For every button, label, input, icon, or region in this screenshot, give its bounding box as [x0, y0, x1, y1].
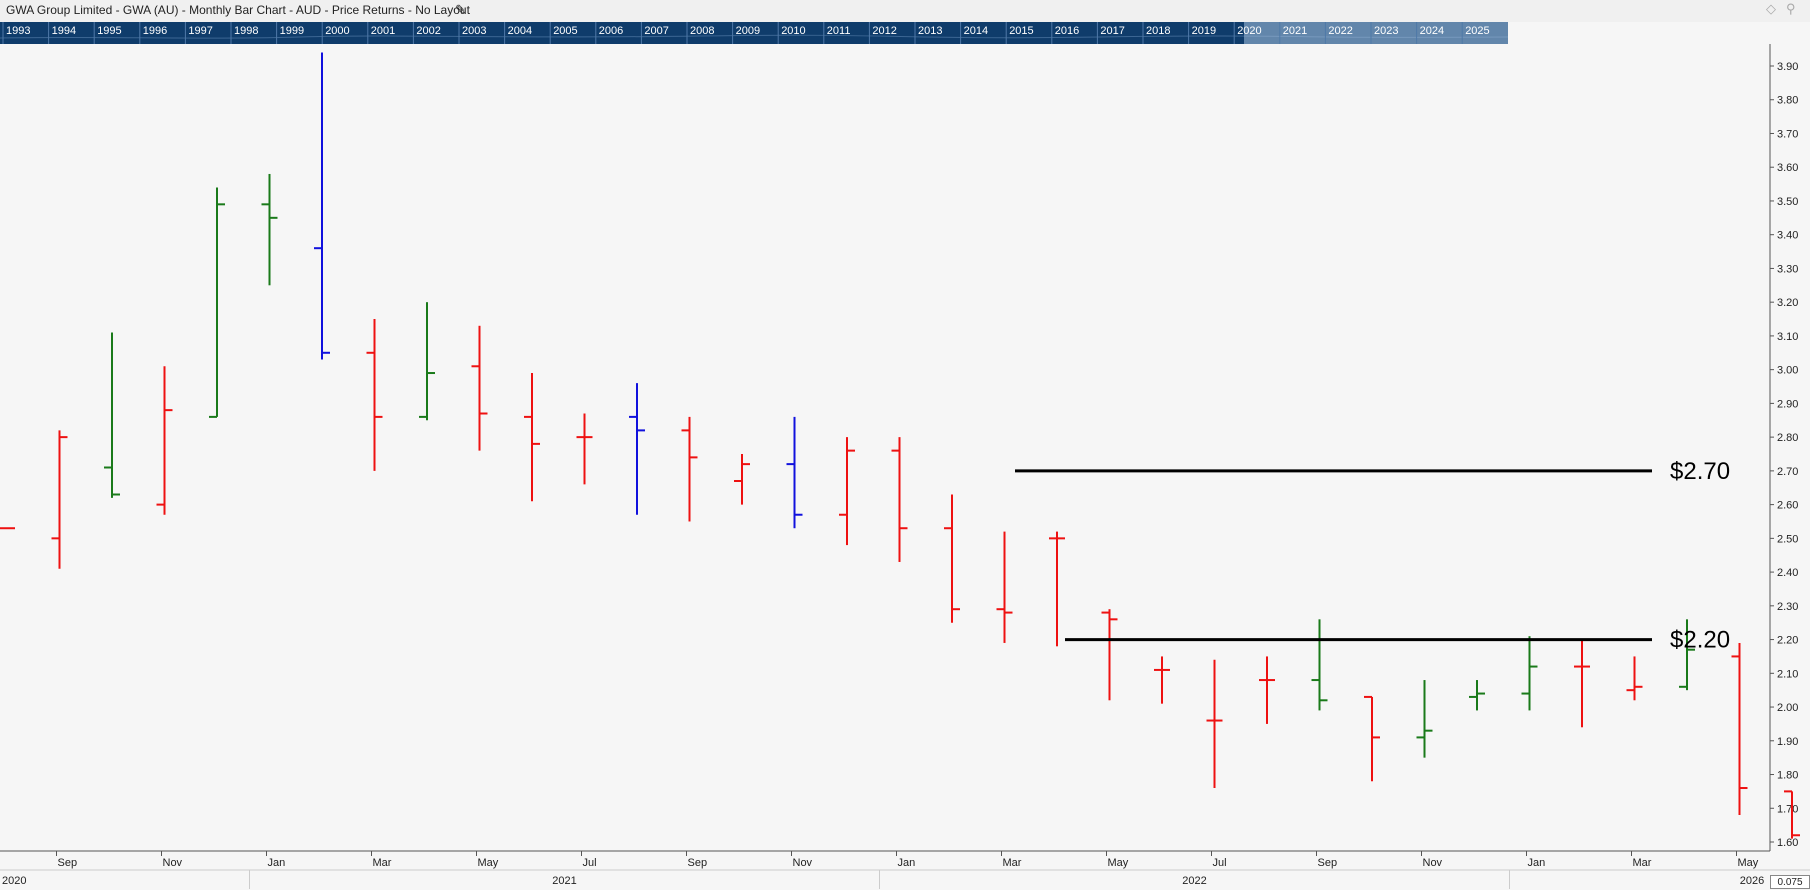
navigator-year-label: 2014 — [964, 25, 988, 37]
y-tick-label: 1.70 — [1777, 803, 1798, 815]
x-year-label: 2021 — [552, 875, 576, 887]
y-tick-label: 3.70 — [1777, 128, 1798, 140]
x-month-label: Nov — [1423, 857, 1443, 869]
navigator-year-label: 2024 — [1420, 25, 1444, 37]
navigator-year-label: 2015 — [1009, 25, 1033, 37]
navigator-year-label: 2003 — [462, 25, 486, 37]
navigator-year-label: 2002 — [416, 25, 440, 37]
navigator-empty — [1508, 22, 1810, 44]
x-month-label: May — [1108, 857, 1129, 869]
chart-title: GWA Group Limited - GWA (AU) - Monthly B… — [6, 3, 470, 17]
y-tick-label: 2.30 — [1777, 601, 1798, 613]
x-month-label: Jul — [583, 857, 597, 869]
pin-icon[interactable]: ⚲ — [1786, 1, 1796, 16]
y-tick-label: 1.60 — [1777, 837, 1798, 849]
navigator-year-label: 2011 — [827, 25, 851, 37]
y-tick-label: 2.00 — [1777, 702, 1798, 714]
navigator-year-label: 2013 — [918, 25, 942, 37]
y-tick-label: 2.50 — [1777, 533, 1798, 545]
y-tick-label: 3.30 — [1777, 263, 1798, 275]
navigator-year-label: 2016 — [1055, 25, 1079, 37]
x-month-label: Sep — [688, 857, 708, 869]
diamond-icon[interactable]: ◇ — [1766, 1, 1776, 16]
navigator-year-label: 1994 — [52, 25, 76, 37]
price-readout: 0.075 — [1770, 875, 1810, 889]
y-tick-label: 3.10 — [1777, 331, 1798, 343]
navigator-year-label: 2006 — [599, 25, 623, 37]
level-line-label: $2.20 — [1670, 627, 1730, 654]
y-tick-label: 3.00 — [1777, 365, 1798, 377]
y-tick-label: 2.90 — [1777, 398, 1798, 410]
x-month-label: May — [1738, 857, 1759, 869]
x-month-label: Jul — [1213, 857, 1227, 869]
navigator-year-label: 1997 — [188, 25, 212, 37]
x-month-label: Jan — [1528, 857, 1546, 869]
x-year-label: 2022 — [1182, 875, 1206, 887]
y-tick-label: 2.70 — [1777, 466, 1798, 478]
x-month-label: Mar — [373, 857, 392, 869]
navigator-year-label: 2022 — [1328, 25, 1352, 37]
y-tick-label: 3.50 — [1777, 196, 1798, 208]
y-tick-label: 2.60 — [1777, 500, 1798, 512]
date-navigator[interactable] — [0, 22, 1508, 44]
navigator-year-label: 2020 — [1237, 25, 1261, 37]
navigator-year-label: 2000 — [325, 25, 349, 37]
navigator-year-label: 2004 — [508, 25, 532, 37]
navigator-year-label: 2023 — [1374, 25, 1398, 37]
x-month-label: Jan — [268, 857, 286, 869]
navigator-year-label: 1993 — [6, 25, 30, 37]
navigator-year-label: 2001 — [371, 25, 395, 37]
navigator-year-label: 2009 — [736, 25, 760, 37]
x-month-label: May — [478, 857, 499, 869]
navigator-year-label: 2017 — [1100, 25, 1124, 37]
x-month-label: Mar — [1633, 857, 1652, 869]
x-month-label: Sep — [1318, 857, 1338, 869]
x-month-label: Jan — [898, 857, 916, 869]
navigator-year-label: 2007 — [644, 25, 668, 37]
y-tick-label: 2.10 — [1777, 668, 1798, 680]
navigator-year-label: 1995 — [97, 25, 121, 37]
navigator-year-label: 2010 — [781, 25, 805, 37]
navigator-year-label: 2012 — [872, 25, 896, 37]
navigator-year-label: 2021 — [1283, 25, 1307, 37]
y-tick-label: 2.80 — [1777, 432, 1798, 444]
y-tick-label: 2.40 — [1777, 567, 1798, 579]
y-tick-label: 1.90 — [1777, 736, 1798, 748]
y-tick-label: 2.20 — [1777, 635, 1798, 647]
y-tick-label: 1.80 — [1777, 770, 1798, 782]
navigator-year-label: 1998 — [234, 25, 258, 37]
y-tick-label: 3.90 — [1777, 61, 1798, 73]
y-tick-label: 3.80 — [1777, 95, 1798, 107]
plot-area — [0, 44, 1770, 851]
navigator-year-label: 1999 — [280, 25, 304, 37]
pencil-icon[interactable]: ✎ — [455, 2, 466, 17]
navigator-window[interactable] — [1244, 22, 1508, 44]
x-year-label: 2026 — [1740, 875, 1764, 887]
y-tick-label: 3.20 — [1777, 297, 1798, 309]
x-month-label: Nov — [793, 857, 813, 869]
y-tick-label: 3.60 — [1777, 162, 1798, 174]
navigator-year-label: 2025 — [1465, 25, 1489, 37]
navigator-year-label: 2019 — [1192, 25, 1216, 37]
x-month-label: Mar — [1003, 857, 1022, 869]
navigator-year-label: 2008 — [690, 25, 714, 37]
navigator-year-label: 2005 — [553, 25, 577, 37]
x-year-label: 2020 — [2, 875, 26, 887]
x-month-label: Nov — [163, 857, 183, 869]
navigator-year-label: 1996 — [143, 25, 167, 37]
level-line-label: $2.70 — [1670, 458, 1730, 485]
y-tick-label: 3.40 — [1777, 230, 1798, 242]
x-month-label: Sep — [58, 857, 78, 869]
navigator-year-label: 2018 — [1146, 25, 1170, 37]
